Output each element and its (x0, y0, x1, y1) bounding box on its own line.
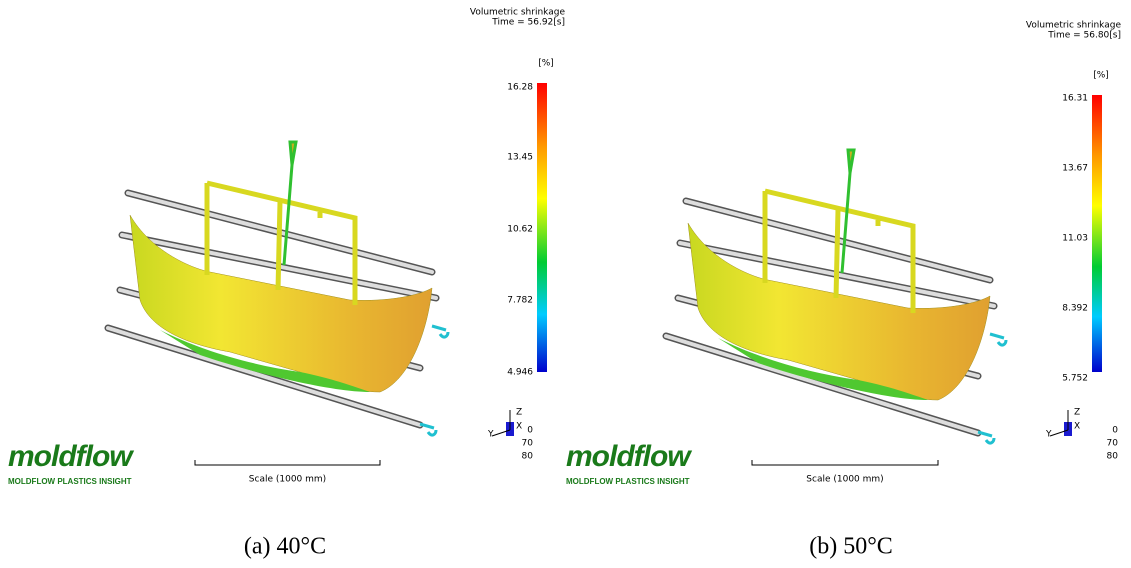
inlet-arrow-2 (978, 432, 994, 443)
scale-label: 11.03 (1062, 234, 1088, 244)
coord: 70 (1107, 439, 1119, 449)
scale-bar-label: Scale (1000 mm) (806, 475, 883, 485)
scale-label: 5.752 (1062, 374, 1088, 384)
color-bar (1092, 95, 1102, 372)
inlet-arrow-2 (420, 424, 436, 435)
logo-subtitle: MOLDFLOW PLASTICS INSIGHT (8, 477, 132, 486)
result-time: Time = 56.92[s] (491, 18, 565, 28)
inlet-arrow-1 (432, 326, 448, 337)
axis-label: Y (487, 430, 494, 440)
logo-subtitle: MOLDFLOW PLASTICS INSIGHT (566, 477, 690, 486)
scale-label: 16.31 (1062, 94, 1088, 104)
scale-label: 4.946 (507, 368, 533, 378)
caption: (b) 50°C (809, 534, 893, 560)
axis-label: X (1074, 422, 1080, 432)
result-title: Volumetric shrinkage (1026, 21, 1122, 31)
coord: 80 (1107, 452, 1119, 462)
axis-label: Y (1045, 430, 1052, 440)
scale-label: 13.45 (507, 153, 533, 163)
figure: Volumetric shrinkageTime = 56.92[s][%]16… (0, 0, 1131, 568)
model (666, 150, 1006, 443)
model (108, 142, 448, 435)
scale-label: 13.67 (1062, 164, 1088, 174)
scale-label: 16.28 (507, 83, 533, 93)
logo: moldflow (566, 440, 692, 473)
scale-bar (195, 460, 380, 465)
scale-bar-label: Scale (1000 mm) (249, 475, 326, 485)
scale-bar (752, 460, 938, 465)
logo: moldflow (8, 440, 134, 473)
axis-label: Z (1074, 408, 1080, 418)
result-time: Time = 56.80[s] (1047, 31, 1121, 41)
caption: (a) 40°C (244, 534, 326, 560)
axis-label: Z (516, 408, 522, 418)
color-bar (537, 83, 547, 372)
axis-label: X (516, 422, 522, 432)
coord: 70 (522, 439, 534, 449)
coord: 0 (1112, 426, 1118, 436)
scale-unit: [%] (1093, 71, 1109, 81)
coord: 80 (522, 452, 534, 462)
scale-label: 10.62 (507, 225, 533, 235)
inlet-arrow-1 (990, 334, 1006, 345)
scale-unit: [%] (538, 59, 554, 69)
coord: 0 (527, 426, 533, 436)
scale-label: 7.782 (507, 296, 533, 306)
scale-label: 8.392 (1062, 304, 1088, 314)
result-title: Volumetric shrinkage (470, 8, 566, 18)
